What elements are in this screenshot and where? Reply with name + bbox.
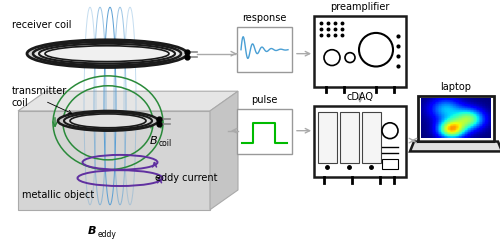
- Text: eddy: eddy: [98, 230, 117, 239]
- Text: coil: coil: [159, 139, 172, 148]
- Text: metallic object: metallic object: [22, 190, 94, 200]
- Text: B: B: [150, 136, 158, 146]
- Polygon shape: [410, 142, 500, 151]
- Ellipse shape: [27, 40, 187, 67]
- Text: eddy current: eddy current: [155, 173, 218, 183]
- Text: preamplifier: preamplifier: [330, 2, 390, 12]
- Text: B: B: [88, 227, 96, 236]
- Ellipse shape: [33, 42, 181, 66]
- Ellipse shape: [58, 111, 158, 131]
- FancyBboxPatch shape: [237, 27, 292, 72]
- FancyBboxPatch shape: [314, 16, 406, 87]
- Text: pulse: pulse: [252, 95, 278, 105]
- FancyBboxPatch shape: [318, 112, 337, 163]
- Ellipse shape: [64, 112, 152, 129]
- Ellipse shape: [39, 44, 175, 64]
- Ellipse shape: [70, 114, 146, 128]
- Text: transmitter
coil: transmitter coil: [12, 86, 67, 108]
- FancyBboxPatch shape: [340, 112, 359, 163]
- Text: cDAQ: cDAQ: [346, 92, 374, 102]
- Text: laptop: laptop: [440, 82, 472, 92]
- Polygon shape: [18, 91, 238, 111]
- FancyBboxPatch shape: [237, 109, 292, 154]
- Text: receiver coil: receiver coil: [12, 20, 72, 30]
- Polygon shape: [210, 91, 238, 210]
- Text: response: response: [242, 13, 286, 23]
- FancyBboxPatch shape: [362, 112, 381, 163]
- Polygon shape: [18, 111, 210, 210]
- FancyBboxPatch shape: [418, 96, 494, 142]
- FancyBboxPatch shape: [314, 106, 406, 177]
